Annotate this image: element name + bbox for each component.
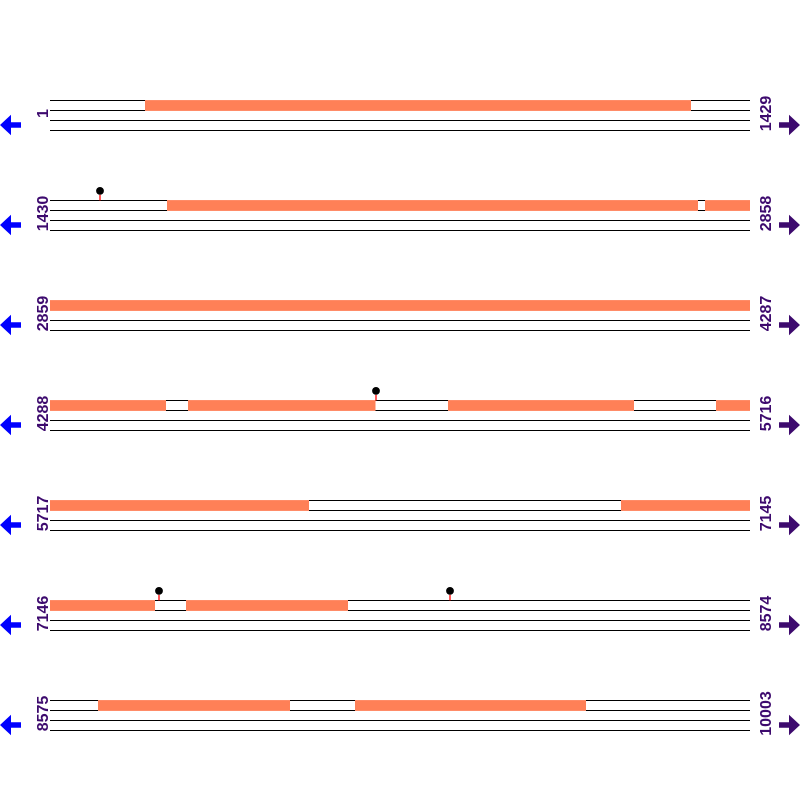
svg-text:8575: 8575: [35, 696, 52, 732]
svg-text:7146: 7146: [35, 596, 52, 632]
svg-text:5716: 5716: [758, 396, 775, 432]
svg-text:1430: 1430: [35, 196, 52, 232]
svg-text:4287: 4287: [758, 296, 775, 332]
svg-text:10003: 10003: [758, 691, 775, 736]
svg-text:5717: 5717: [35, 496, 52, 532]
svg-text:1429: 1429: [758, 96, 775, 132]
svg-text:2858: 2858: [758, 196, 775, 232]
svg-text:4288: 4288: [35, 396, 52, 432]
svg-text:7145: 7145: [758, 496, 775, 532]
svg-text:8574: 8574: [758, 596, 775, 632]
svg-text:1: 1: [35, 109, 52, 118]
svg-text:2859: 2859: [35, 296, 52, 332]
